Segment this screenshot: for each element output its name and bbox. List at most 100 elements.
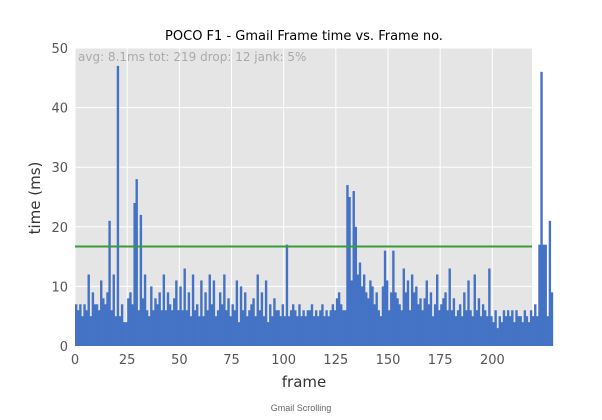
frame-bar (442, 298, 445, 346)
frame-bar (350, 280, 353, 346)
frame-bar (273, 298, 276, 346)
frame-bar (473, 274, 476, 346)
x-tick-label: 150 (376, 353, 401, 368)
frame-bar (160, 310, 163, 346)
frame-bar (542, 244, 545, 346)
y-tick-label: 20 (51, 221, 68, 236)
frame-bar (110, 310, 113, 346)
frame-bar (254, 316, 257, 346)
frame-bar (417, 304, 420, 346)
frame-bar (484, 310, 487, 346)
frame-bar (352, 191, 355, 346)
frame-bar (388, 310, 391, 346)
frame-bar (173, 298, 176, 346)
frame-bar (379, 316, 383, 346)
frame-bar (302, 310, 305, 346)
x-tick-label: 0 (71, 353, 79, 368)
frame-bar (148, 316, 151, 346)
frame-bar (187, 292, 191, 346)
frame-bar (429, 292, 433, 346)
frame-bar (196, 304, 199, 346)
frame-bar (179, 286, 182, 346)
frame-bar (227, 298, 230, 346)
x-tick-label: 50 (171, 353, 188, 368)
frame-bar (369, 280, 372, 346)
frame-bar (358, 262, 362, 346)
frame-bar (231, 304, 234, 346)
frame-bar (331, 304, 335, 346)
frame-bar (525, 316, 529, 346)
frame-bar (239, 286, 243, 346)
frame-bar (183, 268, 186, 346)
figure-caption: Gmail Scrolling (270, 403, 332, 413)
frame-bar (294, 310, 297, 346)
frame-bar (279, 316, 282, 346)
frame-bar (120, 304, 124, 346)
frame-bar (375, 292, 378, 346)
frame-bar (308, 310, 312, 346)
frame-bar (319, 310, 322, 346)
frame-bar (289, 310, 293, 346)
frame-bar (523, 310, 527, 346)
frame-bar (108, 220, 111, 346)
frame-bar (527, 322, 531, 346)
frame-bar (91, 292, 95, 346)
frame-bar (191, 274, 195, 346)
frame-bar (193, 310, 197, 346)
frame-bar (164, 310, 168, 346)
frame-bar (256, 274, 259, 346)
frame-bar (143, 274, 147, 346)
frame-bar (448, 268, 451, 346)
frame-bar (477, 298, 481, 346)
frame-bar (204, 292, 207, 346)
frame-bar (81, 316, 84, 346)
frame-bar (214, 316, 218, 346)
y-tick-label: 0 (60, 340, 68, 355)
frame-bar (77, 310, 80, 346)
frame-bar (285, 244, 289, 346)
frame-bar (177, 310, 180, 346)
frame-bar (419, 298, 422, 346)
frame-bar (304, 316, 307, 346)
frame-bar (367, 298, 370, 346)
frame-bar (346, 185, 349, 346)
frame-bar (271, 316, 274, 346)
frame-bar (87, 274, 90, 346)
frame-bar (175, 280, 178, 346)
frame-bar (452, 298, 456, 346)
frame-bar (210, 304, 214, 346)
frame-bar (471, 316, 474, 346)
y-ticks: 0 10 20 30 40 50 (51, 42, 68, 355)
frame-bar (221, 304, 224, 346)
frame-bar (454, 316, 458, 346)
frame-bar (519, 316, 522, 346)
frame-bar (233, 310, 236, 346)
frame-bar (465, 310, 468, 346)
frame-bar (398, 304, 401, 346)
frame-bar (340, 304, 343, 346)
frame-bar (390, 292, 393, 346)
frame-bar (310, 304, 314, 346)
frame-bar (252, 298, 255, 346)
frame-bar (79, 304, 82, 346)
frame-bar (300, 316, 303, 346)
frame-bar (396, 298, 399, 346)
x-tick-label: 75 (223, 353, 240, 368)
frame-bar (235, 280, 239, 346)
frame-bar (75, 304, 78, 346)
frame-bar (141, 298, 145, 346)
frame-bar (166, 292, 170, 346)
frame-bar (444, 292, 447, 346)
x-tick-label: 125 (323, 353, 348, 368)
frame-bar (154, 298, 157, 346)
frame-bar (458, 304, 462, 346)
x-tick-label: 200 (480, 353, 505, 368)
chart-title: POCO F1 - Gmail Frame time vs. Frame no. (165, 29, 443, 44)
frame-bar (269, 304, 272, 346)
frame-bar (421, 310, 424, 346)
frame-bar (550, 292, 554, 346)
frame-bar (139, 214, 143, 346)
frame-bar (229, 316, 232, 346)
frame-bar (133, 202, 136, 346)
frame-bar (241, 310, 245, 346)
